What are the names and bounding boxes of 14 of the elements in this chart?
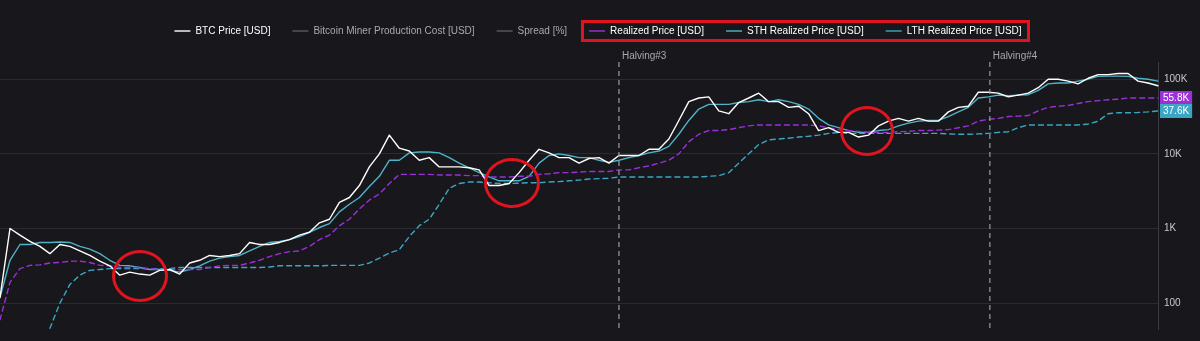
legend-label: Realized Price [USD]	[610, 24, 705, 36]
legend-label: BTC Price [USD]	[195, 24, 271, 36]
text: Halving#3	[621, 49, 667, 61]
y-tick-label: 100	[1164, 296, 1182, 308]
data-label: 55.8K	[1163, 91, 1190, 103]
y-tick-label: 1K	[1164, 222, 1177, 234]
legend-label: STH Realized Price [USD]	[747, 24, 864, 36]
data-label: 37.6K	[1163, 104, 1190, 116]
text: Halving#4	[992, 49, 1038, 61]
legend-label: LTH Realized Price [USD]	[906, 24, 1022, 36]
y-tick-label: 100K	[1164, 72, 1188, 84]
legend-label: Bitcoin Miner Production Cost [USD]	[313, 24, 475, 36]
y-tick-label: 10K	[1164, 147, 1183, 159]
legend-label: Spread [%]	[517, 24, 568, 36]
